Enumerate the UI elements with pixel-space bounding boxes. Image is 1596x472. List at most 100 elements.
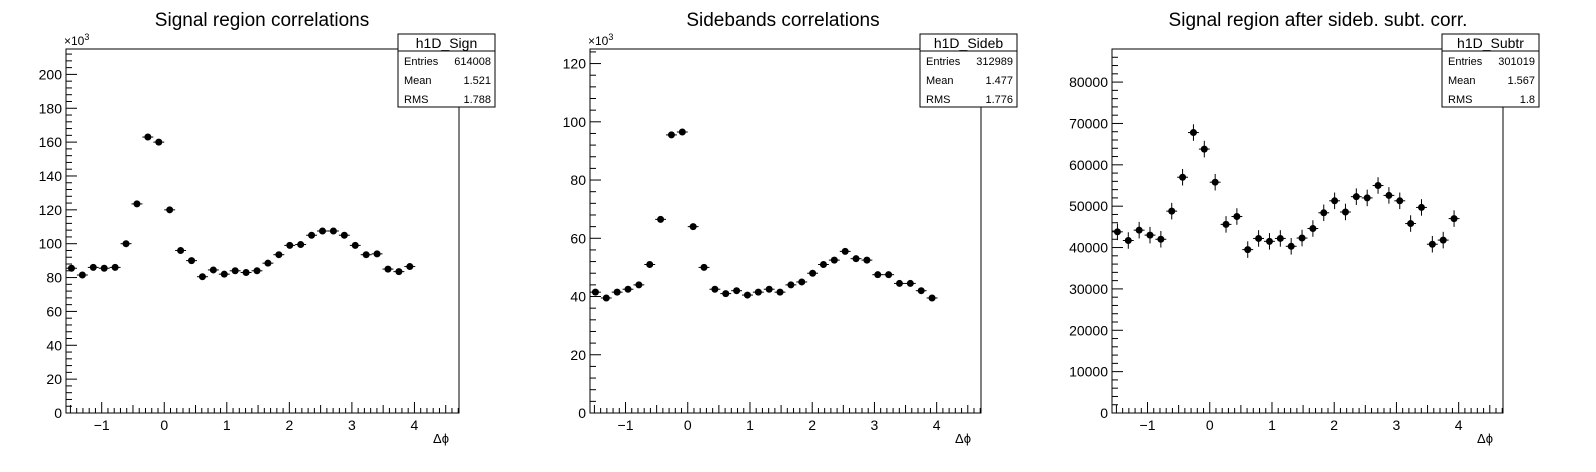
data-point xyxy=(166,206,174,214)
data-point xyxy=(395,268,403,276)
data-point xyxy=(406,263,414,271)
data-point xyxy=(373,250,381,258)
x-tick-label: 0 xyxy=(684,417,692,433)
x-tick-label: 4 xyxy=(411,417,419,433)
data-point xyxy=(1211,178,1219,186)
y-tick-label: 60 xyxy=(570,230,586,246)
chart-panel-2: Sidebands correlations 0 20 40 60 80 100 120 −1 0… xyxy=(563,10,1018,446)
y-tick-label: 0 xyxy=(54,405,62,421)
data-point xyxy=(1146,231,1154,239)
data-point xyxy=(155,138,163,146)
x-tick-label: 4 xyxy=(1455,417,1463,433)
data-point xyxy=(1135,226,1143,234)
data-point xyxy=(754,288,762,296)
data-point xyxy=(1298,234,1306,242)
data-point xyxy=(1363,194,1371,202)
data-point xyxy=(78,271,86,279)
data-point xyxy=(1265,237,1273,245)
y-axis-multiplier: ×103 xyxy=(64,32,89,48)
stats-value: 1.776 xyxy=(985,94,1013,106)
y-multiplier-exponent: 3 xyxy=(84,32,89,42)
y-tick-label: 20 xyxy=(46,371,62,387)
x-tick-label: 1 xyxy=(1268,417,1276,433)
stats-label: RMS xyxy=(404,94,428,106)
data-point xyxy=(1233,213,1241,221)
stats-box-frame xyxy=(397,33,496,108)
data-point xyxy=(852,255,860,263)
stats-value: 1.477 xyxy=(985,75,1013,87)
data-point xyxy=(787,281,795,289)
y-tick-label: 160 xyxy=(39,134,63,150)
data-point xyxy=(1309,225,1317,233)
y-tick-label: 20 xyxy=(570,347,586,363)
data-point xyxy=(1385,191,1393,199)
data-point xyxy=(602,294,610,302)
data-point xyxy=(1255,234,1263,242)
x-tick-label: 2 xyxy=(808,417,816,433)
data-point xyxy=(667,131,675,139)
data-point xyxy=(264,259,272,267)
stats-label: Entries xyxy=(404,56,439,68)
data-point xyxy=(318,227,326,235)
data-point xyxy=(253,267,261,275)
data-point xyxy=(1157,235,1165,243)
x-tick-label: −1 xyxy=(94,417,110,433)
data-point xyxy=(711,285,719,293)
data-point xyxy=(613,288,621,296)
stats-histogram-name: h1D_Subtr xyxy=(1457,35,1524,51)
chart-title: Sidebands correlations xyxy=(686,10,879,31)
y-tick-label: 70000 xyxy=(1069,115,1108,131)
data-point xyxy=(1200,145,1208,153)
data-point xyxy=(67,264,75,272)
data-point xyxy=(776,288,784,296)
data-point xyxy=(830,256,838,264)
x-tick-label: 1 xyxy=(223,417,231,433)
data-point xyxy=(1320,209,1328,217)
stats-histogram-name: h1D_Sign xyxy=(416,35,478,51)
stats-value: 614008 xyxy=(454,56,491,68)
data-point xyxy=(111,263,119,271)
data-point xyxy=(1179,173,1187,181)
x-tick-label: 3 xyxy=(871,417,879,433)
data-point xyxy=(122,240,130,248)
stats-histogram-name: h1D_Sideb xyxy=(934,35,1003,51)
plot-frame xyxy=(589,48,982,414)
stats-box: h1D_Sign Entries 614008 Mean 1.521 RMS 1.788 xyxy=(397,33,496,108)
x-tick-label: 4 xyxy=(933,417,941,433)
data-point xyxy=(1124,237,1132,245)
x-axis-label: Δϕ xyxy=(433,431,449,446)
data-point xyxy=(798,278,806,286)
data-point xyxy=(220,270,228,278)
data-point xyxy=(1287,242,1295,250)
data-point xyxy=(906,279,914,287)
y-tick-label: 80 xyxy=(46,270,62,286)
x-tick-label: 0 xyxy=(160,417,168,433)
data-point xyxy=(1331,197,1339,205)
data-point xyxy=(863,256,871,264)
y-axis-multiplier: ×103 xyxy=(588,32,613,48)
data-point xyxy=(1352,193,1360,201)
data-point xyxy=(329,227,337,235)
y-tick-label: 0 xyxy=(1100,405,1108,421)
data-point xyxy=(700,263,708,271)
chart-title: Signal region after sideb. subt. corr. xyxy=(1169,10,1468,31)
stats-box: h1D_Subtr Entries 301019 Mean 1.567 RMS 1.8 xyxy=(1441,33,1540,108)
data-point xyxy=(1407,220,1415,228)
x-tick-label: 1 xyxy=(746,417,754,433)
y-tick-label: 80 xyxy=(570,172,586,188)
stats-label: Entries xyxy=(1448,56,1483,68)
data-point xyxy=(1417,203,1425,211)
data-point xyxy=(678,128,686,136)
data-point xyxy=(144,133,152,141)
stats-box: h1D_Sideb Entries 312989 Mean 1.477 RMS 1.776 xyxy=(919,33,1018,108)
plot-frame xyxy=(65,48,460,414)
y-tick-label: 40 xyxy=(570,289,586,305)
data-point xyxy=(1450,215,1458,223)
data-point xyxy=(765,285,773,293)
data-point xyxy=(1189,129,1197,137)
y-multiplier-exponent: 3 xyxy=(608,32,613,42)
y-tick-label: 20000 xyxy=(1069,322,1108,338)
data-point xyxy=(133,200,141,208)
data-point xyxy=(1276,234,1284,242)
data-point xyxy=(89,263,97,271)
